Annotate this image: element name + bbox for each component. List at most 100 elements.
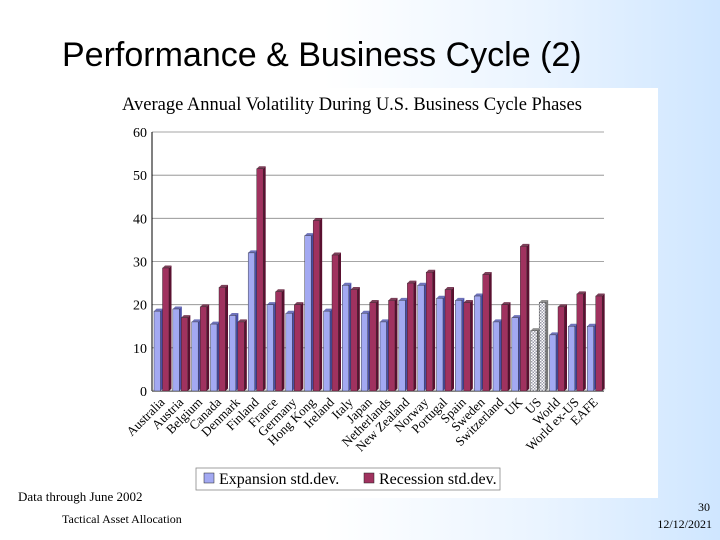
recession-bar — [256, 168, 264, 392]
recession-bar-side — [338, 252, 341, 391]
recession-bar-side — [526, 243, 530, 391]
bars-layer — [153, 166, 605, 392]
expansion-bar — [473, 295, 481, 392]
footer-presentation-title: Tactical Asset Allocation — [62, 512, 182, 526]
expansion-bar-top — [361, 310, 371, 314]
recession-bar-side — [300, 302, 304, 391]
recession-bar — [425, 272, 433, 392]
recession-bar — [576, 293, 584, 392]
recession-bar-top — [219, 284, 228, 288]
expansion-bar-top — [342, 282, 352, 286]
recession-bar — [444, 289, 452, 392]
recession-bar-top — [445, 287, 454, 290]
recession-bar-top — [181, 315, 191, 318]
expansion-bar — [323, 310, 331, 392]
legend-label-expansion: Expansion std.dev. — [219, 471, 339, 488]
expansion-bar — [511, 317, 519, 392]
recession-bar — [218, 287, 226, 392]
y-tick-label: 0 — [140, 385, 147, 400]
expansion-bar — [229, 315, 237, 392]
recession-bar-top — [200, 304, 210, 307]
expansion-bar — [530, 330, 538, 392]
expansion-bar-top — [436, 295, 446, 299]
recession-bar-top — [237, 319, 247, 322]
recession-bar-side — [413, 280, 417, 391]
footer-note: Data through June 2002 — [18, 489, 143, 504]
recession-bar-side — [376, 300, 379, 391]
expansion-bar-top — [511, 315, 521, 318]
expansion-bar — [568, 326, 576, 392]
expansion-bar-top — [417, 282, 427, 286]
recession-bar-top — [275, 289, 285, 292]
recession-bar-top — [388, 297, 398, 301]
expansion-bar-top — [210, 321, 220, 325]
recession-bar-side — [564, 304, 567, 391]
expansion-bar-top — [568, 323, 578, 327]
y-tick-label: 50 — [133, 169, 147, 184]
expansion-bar — [549, 334, 557, 392]
recession-bar-top — [162, 265, 172, 268]
y-tick-label: 20 — [133, 299, 147, 314]
expansion-bar — [379, 321, 387, 392]
expansion-bar — [342, 285, 350, 392]
recession-bar-side — [187, 315, 191, 391]
recession-bar-top — [294, 302, 304, 305]
expansion-bar — [191, 321, 199, 392]
recession-bar — [595, 295, 603, 392]
slide-date: 12/12/2021 — [657, 517, 712, 531]
expansion-bar-top — [587, 323, 597, 327]
expansion-bar-top — [285, 310, 295, 314]
expansion-bar — [455, 300, 463, 392]
recession-bar — [538, 302, 546, 392]
recession-bar-side — [319, 217, 323, 391]
recession-bar-top — [595, 293, 605, 297]
legend-swatch-expansion — [203, 472, 215, 484]
recession-bar-top — [482, 271, 492, 275]
recession-bar-side — [395, 297, 398, 391]
recession-bar — [181, 317, 189, 392]
expansion-bar — [586, 326, 594, 392]
recession-bar-top — [332, 252, 341, 256]
recession-bar — [237, 321, 245, 392]
expansion-bar — [153, 310, 161, 392]
recession-bar — [331, 254, 339, 392]
legend-label-recession: Recession std.dev. — [379, 471, 497, 488]
volatility-bar-chart: Average Annual Volatility During U.S. Bu… — [122, 95, 607, 491]
recession-bar — [482, 274, 490, 392]
recession-bar — [312, 220, 320, 392]
recession-bar-side — [206, 304, 210, 391]
y-tick-label: 40 — [133, 212, 147, 227]
y-tick-label: 60 — [133, 126, 147, 141]
recession-bar-side — [263, 166, 266, 391]
recession-bar — [350, 289, 358, 392]
page-number: 30 — [698, 500, 710, 514]
recession-bar-side — [470, 300, 473, 391]
chart-panel: Average Annual Volatility During U.S. Bu… — [108, 88, 658, 498]
expansion-bar — [210, 323, 218, 392]
expansion-bar — [266, 304, 274, 392]
slide-title: Performance & Business Cycle (2) — [62, 36, 582, 74]
recession-bar — [501, 304, 509, 392]
recession-bar-top — [256, 166, 266, 169]
expansion-bar-top — [267, 302, 276, 305]
recession-bar-top — [463, 300, 473, 303]
legend-swatch-recession — [363, 472, 375, 484]
y-tick-label: 10 — [133, 342, 147, 357]
expansion-bar-top — [154, 308, 163, 312]
expansion-bar-top — [398, 297, 408, 301]
recession-bar — [407, 282, 415, 392]
recession-bar-side — [357, 287, 360, 391]
recession-bar-side — [583, 291, 586, 391]
recession-bar — [294, 304, 302, 392]
expansion-bar-top — [304, 233, 314, 236]
recession-bar-side — [225, 284, 228, 391]
expansion-bar — [247, 252, 255, 392]
recession-bar-top — [313, 217, 323, 221]
recession-bar-top — [350, 287, 360, 290]
expansion-bar-top — [248, 250, 258, 253]
expansion-bar-top — [323, 308, 333, 312]
expansion-bar-top — [455, 297, 465, 301]
recession-bar-side — [545, 300, 549, 391]
expansion-bar — [360, 313, 368, 392]
y-tick-labels: 0 10 20 30 40 50 60 — [133, 126, 147, 400]
